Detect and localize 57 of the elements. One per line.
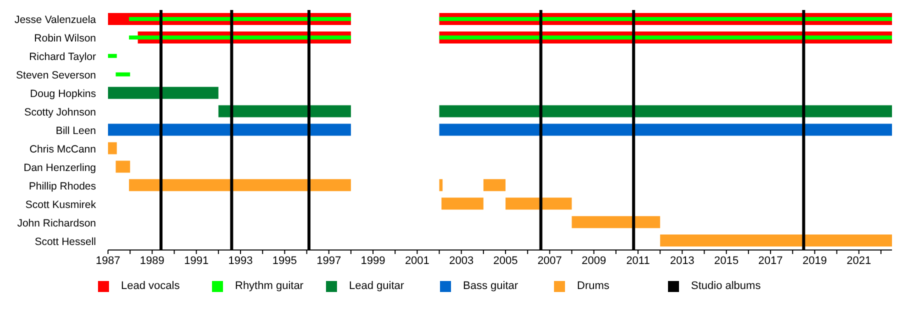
y-tick-label: Bill Leen [56, 125, 96, 137]
y-tick-label: Doug Hopkins [30, 88, 96, 100]
x-tick-label: 1991 [184, 254, 209, 267]
bar [439, 105, 892, 118]
y-tick-label: Richard Taylor [29, 51, 96, 64]
legend-label: Bass guitar [463, 280, 518, 292]
bar [116, 72, 130, 76]
x-tick-label: 2019 [802, 254, 827, 267]
x-tick-label: 2007 [537, 254, 562, 267]
y-tick-label: Jesse Valenzuela [14, 14, 96, 26]
bar [128, 35, 351, 40]
y-tick-label: Robin Wilson [34, 32, 96, 45]
x-tick-label: 2009 [582, 254, 606, 267]
bar [108, 124, 351, 136]
x-tick-label: 2017 [758, 254, 783, 267]
y-tick-label: Scott Hessell [34, 236, 96, 248]
bar [572, 216, 660, 228]
y-tick-label: Phillip Rhodes [28, 180, 96, 192]
x-tick-label: 2011 [626, 254, 650, 267]
bar [218, 105, 351, 118]
x-tick-label: 1993 [228, 254, 253, 267]
x-tick-label: 2013 [670, 254, 694, 267]
x-tick-label: 2021 [846, 254, 872, 267]
bar [439, 35, 892, 40]
legend-label: Lead vocals [121, 280, 180, 292]
y-tick-label: Scotty Johnson [24, 106, 96, 119]
x-tick-label: 1995 [272, 254, 297, 267]
bar [108, 86, 218, 99]
x-tick-label: 2015 [714, 254, 739, 267]
x-tick-label: 1997 [316, 254, 342, 267]
y-tick-label: Chris McCann [29, 143, 96, 156]
x-tick-label: 1989 [140, 254, 164, 267]
x-tick-label: 1987 [96, 254, 120, 267]
y-tick-label: Scott Kusmirek [25, 198, 97, 211]
bar [439, 124, 892, 136]
y-tick-label: Dan Henzerling [24, 162, 96, 174]
bar [660, 234, 892, 247]
bar [116, 160, 130, 173]
x-tick-label: 1999 [360, 254, 386, 267]
legend-label: Drums [577, 280, 610, 292]
bar [439, 17, 892, 21]
legend-label: Lead guitar [349, 280, 404, 292]
bar [441, 198, 484, 210]
bar [128, 17, 351, 21]
bar [506, 198, 572, 210]
x-tick-label: 2001 [404, 254, 430, 267]
y-tick-label: Steven Severson [16, 70, 96, 82]
bar [108, 142, 117, 154]
x-tick-label: 2005 [493, 254, 518, 267]
x-tick-label: 2003 [449, 254, 474, 267]
bar [108, 54, 117, 58]
legend-label: Studio albums [691, 280, 761, 292]
legend-label: Rhythm guitar [235, 280, 304, 292]
bar [128, 179, 351, 192]
y-tick-label: John Richardson [17, 217, 96, 230]
bar [483, 179, 506, 192]
bar [439, 179, 443, 192]
